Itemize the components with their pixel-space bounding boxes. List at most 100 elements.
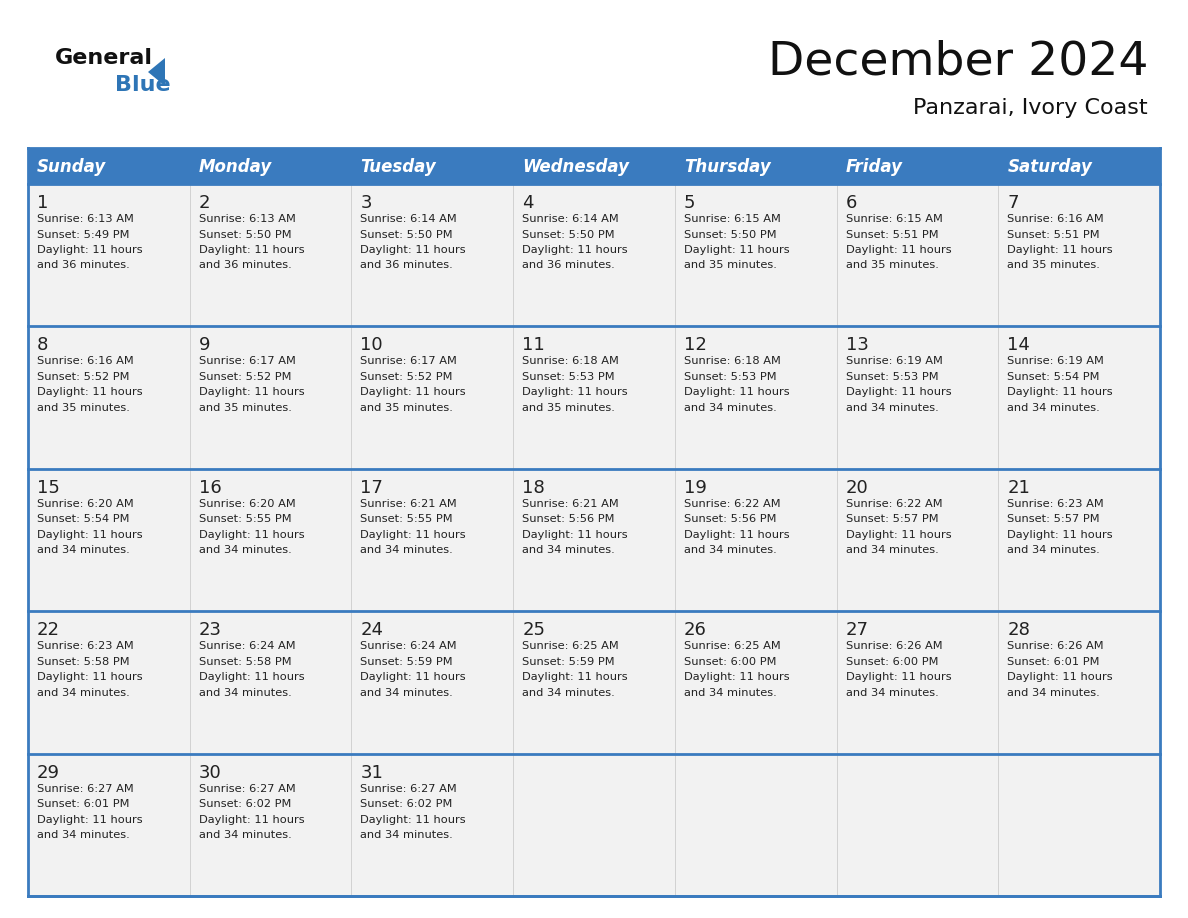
- Text: 3: 3: [360, 194, 372, 212]
- Text: Sunrise: 6:26 AM: Sunrise: 6:26 AM: [1007, 641, 1104, 651]
- Bar: [513, 327, 675, 469]
- Text: 29: 29: [37, 764, 61, 781]
- Text: Daylight: 11 hours: Daylight: 11 hours: [37, 672, 143, 682]
- Text: Sunrise: 6:15 AM: Sunrise: 6:15 AM: [846, 214, 942, 224]
- Text: Sunrise: 6:27 AM: Sunrise: 6:27 AM: [198, 784, 296, 793]
- Text: December 2024: December 2024: [767, 39, 1148, 84]
- Text: 22: 22: [37, 621, 61, 639]
- Polygon shape: [148, 58, 165, 86]
- Text: and 34 minutes.: and 34 minutes.: [198, 545, 291, 555]
- Bar: [836, 184, 998, 327]
- Text: and 34 minutes.: and 34 minutes.: [360, 688, 453, 698]
- Text: Sunset: 5:55 PM: Sunset: 5:55 PM: [360, 514, 453, 524]
- Text: and 34 minutes.: and 34 minutes.: [846, 545, 939, 555]
- Text: Friday: Friday: [846, 158, 903, 176]
- Text: and 34 minutes.: and 34 minutes.: [37, 830, 129, 840]
- Text: 30: 30: [198, 764, 221, 781]
- Bar: [190, 611, 352, 754]
- Text: Sunset: 5:52 PM: Sunset: 5:52 PM: [37, 372, 129, 382]
- Bar: [675, 327, 836, 469]
- Text: Daylight: 11 hours: Daylight: 11 hours: [198, 814, 304, 824]
- Bar: [675, 611, 836, 754]
- Text: Sunrise: 6:13 AM: Sunrise: 6:13 AM: [37, 214, 134, 224]
- Text: and 36 minutes.: and 36 minutes.: [523, 261, 615, 271]
- Bar: [352, 327, 513, 469]
- Text: Sunset: 5:52 PM: Sunset: 5:52 PM: [198, 372, 291, 382]
- Text: 7: 7: [1007, 194, 1019, 212]
- Text: and 34 minutes.: and 34 minutes.: [1007, 403, 1100, 413]
- Text: Sunrise: 6:25 AM: Sunrise: 6:25 AM: [684, 641, 781, 651]
- Text: Daylight: 11 hours: Daylight: 11 hours: [846, 387, 952, 397]
- Bar: [513, 184, 675, 327]
- Text: Sunset: 5:51 PM: Sunset: 5:51 PM: [846, 230, 939, 240]
- Bar: [998, 611, 1159, 754]
- Text: and 36 minutes.: and 36 minutes.: [360, 261, 453, 271]
- Text: Sunrise: 6:25 AM: Sunrise: 6:25 AM: [523, 641, 619, 651]
- Bar: [352, 469, 513, 611]
- Text: Sunset: 5:59 PM: Sunset: 5:59 PM: [523, 656, 614, 666]
- Text: Daylight: 11 hours: Daylight: 11 hours: [523, 530, 627, 540]
- Text: Blue: Blue: [115, 75, 171, 95]
- Text: Daylight: 11 hours: Daylight: 11 hours: [198, 530, 304, 540]
- Text: Sunset: 5:54 PM: Sunset: 5:54 PM: [1007, 372, 1100, 382]
- Bar: [675, 754, 836, 896]
- Bar: [352, 184, 513, 327]
- Text: and 34 minutes.: and 34 minutes.: [684, 688, 777, 698]
- Text: Sunday: Sunday: [37, 158, 106, 176]
- Text: Sunrise: 6:16 AM: Sunrise: 6:16 AM: [1007, 214, 1104, 224]
- Bar: [675, 469, 836, 611]
- Text: 13: 13: [846, 336, 868, 354]
- Text: 17: 17: [360, 479, 384, 497]
- Text: Sunset: 6:02 PM: Sunset: 6:02 PM: [360, 799, 453, 809]
- Bar: [29, 754, 190, 896]
- Text: 6: 6: [846, 194, 857, 212]
- Text: Sunrise: 6:21 AM: Sunrise: 6:21 AM: [523, 498, 619, 509]
- Text: Sunset: 5:57 PM: Sunset: 5:57 PM: [846, 514, 939, 524]
- Bar: [836, 611, 998, 754]
- Text: 10: 10: [360, 336, 383, 354]
- Text: 5: 5: [684, 194, 695, 212]
- Text: Daylight: 11 hours: Daylight: 11 hours: [37, 387, 143, 397]
- Text: and 35 minutes.: and 35 minutes.: [37, 403, 129, 413]
- Text: Daylight: 11 hours: Daylight: 11 hours: [523, 672, 627, 682]
- Text: Daylight: 11 hours: Daylight: 11 hours: [523, 387, 627, 397]
- Text: Sunrise: 6:22 AM: Sunrise: 6:22 AM: [684, 498, 781, 509]
- Text: Sunrise: 6:18 AM: Sunrise: 6:18 AM: [684, 356, 781, 366]
- Text: 23: 23: [198, 621, 222, 639]
- Text: 16: 16: [198, 479, 221, 497]
- Text: Daylight: 11 hours: Daylight: 11 hours: [684, 387, 790, 397]
- Text: Daylight: 11 hours: Daylight: 11 hours: [523, 245, 627, 255]
- Bar: [675, 184, 836, 327]
- Text: Sunrise: 6:24 AM: Sunrise: 6:24 AM: [198, 641, 296, 651]
- Bar: [29, 184, 190, 327]
- Text: and 34 minutes.: and 34 minutes.: [846, 688, 939, 698]
- Text: Sunrise: 6:23 AM: Sunrise: 6:23 AM: [1007, 498, 1104, 509]
- Text: Sunrise: 6:20 AM: Sunrise: 6:20 AM: [37, 498, 134, 509]
- Text: Daylight: 11 hours: Daylight: 11 hours: [198, 387, 304, 397]
- Text: Daylight: 11 hours: Daylight: 11 hours: [1007, 672, 1113, 682]
- Text: Sunset: 5:56 PM: Sunset: 5:56 PM: [684, 514, 776, 524]
- Text: Daylight: 11 hours: Daylight: 11 hours: [360, 245, 466, 255]
- Text: Sunset: 5:50 PM: Sunset: 5:50 PM: [523, 230, 614, 240]
- Text: Sunset: 5:54 PM: Sunset: 5:54 PM: [37, 514, 129, 524]
- Text: and 34 minutes.: and 34 minutes.: [198, 830, 291, 840]
- Text: Sunset: 5:50 PM: Sunset: 5:50 PM: [198, 230, 291, 240]
- Text: Daylight: 11 hours: Daylight: 11 hours: [37, 245, 143, 255]
- Text: Sunrise: 6:24 AM: Sunrise: 6:24 AM: [360, 641, 457, 651]
- Text: Daylight: 11 hours: Daylight: 11 hours: [198, 245, 304, 255]
- Text: 25: 25: [523, 621, 545, 639]
- Text: 1: 1: [37, 194, 49, 212]
- Text: 19: 19: [684, 479, 707, 497]
- Text: Thursday: Thursday: [684, 158, 771, 176]
- Bar: [998, 327, 1159, 469]
- Text: Sunset: 6:00 PM: Sunset: 6:00 PM: [684, 656, 776, 666]
- Text: Sunset: 5:56 PM: Sunset: 5:56 PM: [523, 514, 614, 524]
- Text: 28: 28: [1007, 621, 1030, 639]
- Text: Panzarai, Ivory Coast: Panzarai, Ivory Coast: [914, 98, 1148, 118]
- Bar: [29, 611, 190, 754]
- Text: Sunset: 6:00 PM: Sunset: 6:00 PM: [846, 656, 939, 666]
- Text: Sunrise: 6:14 AM: Sunrise: 6:14 AM: [360, 214, 457, 224]
- Bar: [998, 469, 1159, 611]
- Text: Sunrise: 6:27 AM: Sunrise: 6:27 AM: [37, 784, 134, 793]
- Text: Sunset: 5:52 PM: Sunset: 5:52 PM: [360, 372, 453, 382]
